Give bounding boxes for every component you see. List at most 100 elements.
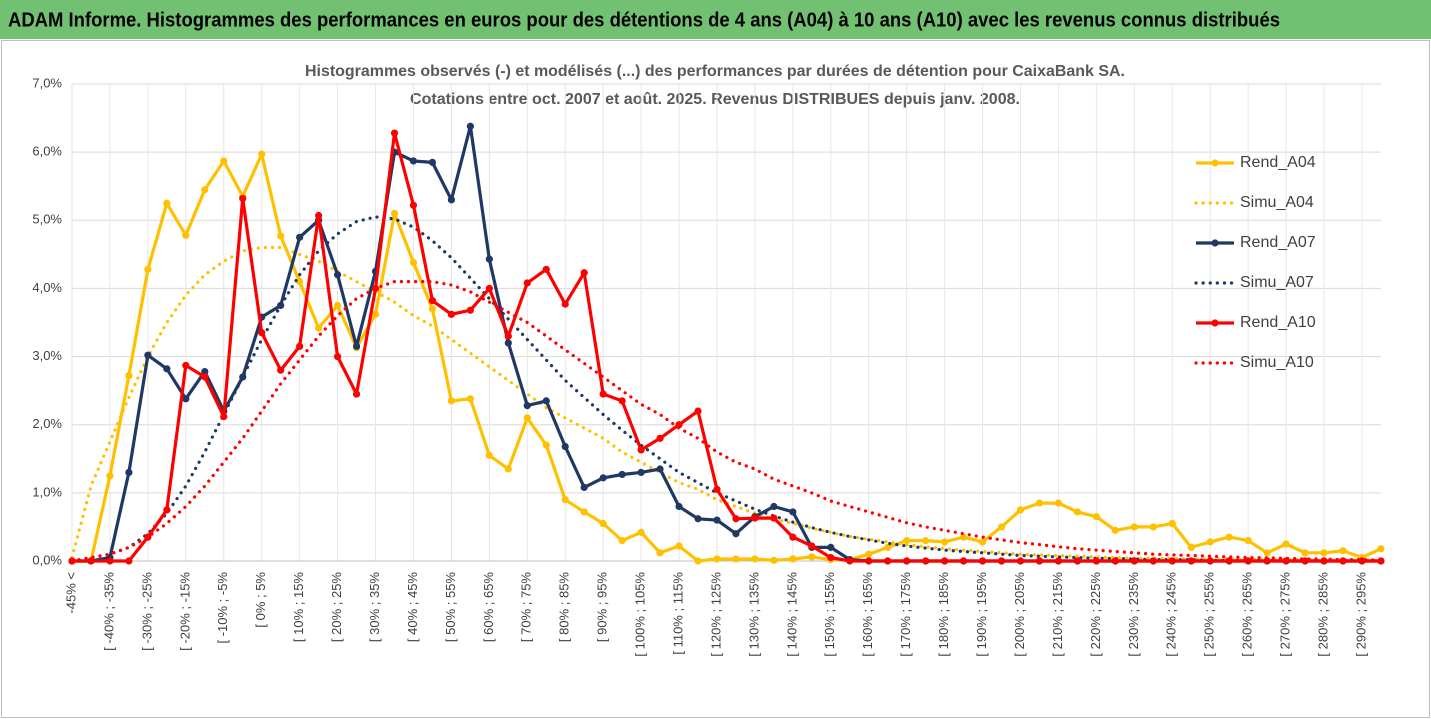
y-tick-label: 2,0% (32, 416, 62, 431)
point (144, 351, 152, 359)
point (656, 549, 664, 557)
y-tick-label: 4,0% (32, 280, 62, 295)
point (959, 557, 968, 565)
x-tick-label: [ 20% ; 25% (329, 572, 344, 643)
point (978, 557, 987, 565)
point (770, 514, 778, 522)
point (561, 442, 569, 451)
point (1035, 557, 1044, 565)
point (1187, 543, 1195, 551)
point (466, 395, 474, 403)
point (201, 367, 209, 376)
x-tick-label: [ 40% ; 45% (405, 572, 420, 643)
point (1111, 526, 1119, 534)
point (504, 339, 512, 347)
point (333, 271, 342, 279)
point (1111, 557, 1119, 565)
point (201, 373, 209, 381)
point (1206, 538, 1214, 546)
x-tick-label: [ 160% ; 165% (860, 572, 875, 657)
legend-marker (1211, 319, 1219, 327)
point (789, 533, 797, 541)
point (125, 468, 133, 477)
point (618, 470, 626, 479)
banner (0, 0, 1431, 39)
point (542, 397, 550, 405)
point (732, 530, 740, 538)
x-tick-label: [ 100% ; 105% (633, 572, 648, 657)
y-tick-label: 6,0% (32, 144, 62, 159)
point (447, 310, 455, 318)
point (789, 555, 797, 563)
point (333, 352, 342, 361)
point (675, 502, 683, 511)
point (1187, 557, 1195, 565)
point (770, 556, 778, 564)
point (1092, 513, 1100, 521)
point (106, 557, 114, 565)
point (751, 555, 759, 563)
point (1320, 549, 1328, 557)
chart-title: Histogrammes observés (-) et modélisés (… (305, 63, 1125, 80)
point (732, 515, 740, 523)
point (523, 279, 531, 287)
point (580, 483, 588, 492)
point (182, 395, 190, 403)
x-tick-label: [ -10% ; -5% (215, 572, 230, 644)
point (352, 390, 361, 398)
point (903, 557, 911, 565)
point (1339, 557, 1347, 565)
point (296, 342, 304, 350)
point (258, 329, 266, 337)
point (428, 158, 437, 166)
point (675, 542, 683, 550)
point (1130, 523, 1138, 531)
point (618, 536, 626, 545)
point (1130, 557, 1138, 565)
point (808, 553, 816, 561)
point (599, 474, 607, 482)
point (201, 186, 209, 194)
point (163, 506, 171, 514)
point (277, 366, 285, 374)
legend-label: Simu_A07 (1240, 274, 1314, 291)
point (637, 446, 645, 454)
x-tick-label: [ 130% ; 135% (746, 572, 761, 657)
x-tick-label: [ 80% ; 85% (557, 572, 572, 643)
legend-marker (1211, 239, 1219, 247)
point (561, 300, 569, 308)
point (409, 258, 418, 267)
point (371, 310, 380, 318)
point (827, 543, 835, 551)
point (485, 451, 493, 459)
point (1168, 557, 1176, 565)
point (770, 502, 778, 511)
point (220, 412, 228, 421)
point (485, 284, 493, 293)
point (1016, 557, 1025, 565)
point (789, 508, 797, 516)
point (504, 465, 512, 473)
point (296, 278, 304, 286)
x-tick-label: [ 240% ; 245% (1164, 572, 1179, 657)
point (656, 434, 664, 442)
point (1149, 523, 1157, 531)
point (1073, 508, 1082, 516)
point (903, 536, 911, 545)
point (1092, 557, 1100, 565)
point (884, 543, 892, 551)
x-tick-label: [ 120% ; 125% (708, 572, 723, 657)
point (827, 553, 835, 562)
point (1054, 557, 1063, 565)
x-tick-label: [ 30% ; 35% (367, 572, 382, 643)
point (409, 201, 418, 209)
legend-label: Rend_A04 (1240, 154, 1316, 171)
x-tick-label: [ 170% ; 175% (898, 572, 913, 657)
x-tick-label: [ 190% ; 195% (974, 572, 989, 657)
point (1339, 547, 1347, 555)
x-tick-label: [ 180% ; 185% (936, 572, 951, 657)
x-tick-label: [ 150% ; 155% (822, 572, 837, 657)
point (466, 306, 474, 314)
point (542, 265, 550, 273)
